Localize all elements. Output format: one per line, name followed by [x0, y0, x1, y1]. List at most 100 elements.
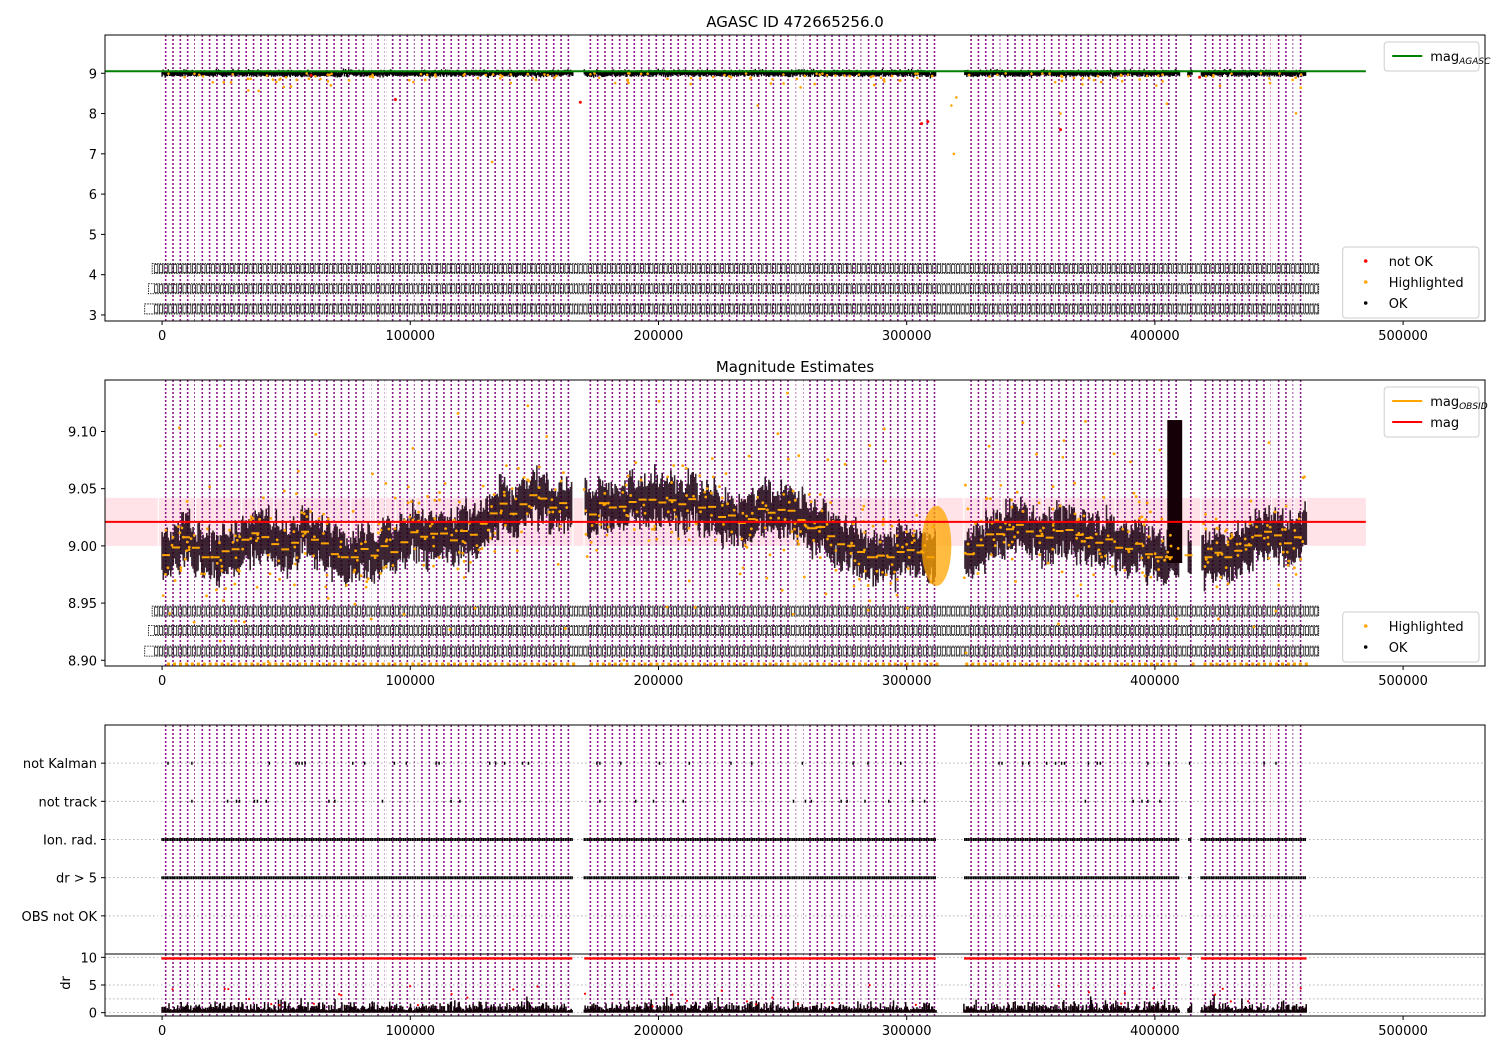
obsid-label-glyph [1243, 606, 1248, 616]
highlighted-point [605, 533, 609, 537]
highlighted-point [962, 576, 966, 580]
highlighted-point [1081, 76, 1084, 80]
obsid-label-glyph [177, 606, 182, 616]
not-ok-point [920, 122, 924, 126]
obsid-label-glyph [446, 606, 451, 616]
obsid-label-glyph [517, 606, 522, 616]
obsid-label-glyph [309, 264, 314, 273]
obsid-label-glyph [635, 626, 640, 635]
highlighted-point [1059, 112, 1062, 115]
highlighted-point [755, 518, 759, 522]
obsid-label-glyph [1036, 646, 1041, 656]
obsid-label-glyph [946, 626, 951, 635]
obsid-label-glyph [456, 304, 461, 314]
obsid-label-glyph [1224, 646, 1229, 656]
obsid-label-glyph [866, 606, 871, 616]
obsid-label-glyph [545, 606, 550, 616]
obsid-label-glyph [536, 606, 541, 616]
obsid-label-glyph [677, 646, 682, 656]
highlighted-point [1103, 554, 1107, 558]
highlighted-point [364, 585, 368, 589]
obsid-label-glyph [470, 304, 475, 314]
obsid-label-glyph [748, 606, 753, 616]
highlighted-point [307, 77, 311, 80]
obsid-label-glyph [889, 304, 894, 314]
highlighted-point [929, 580, 933, 584]
obsid-label-glyph [1121, 284, 1125, 294]
highlighted-point [643, 662, 647, 666]
highlighted-point [1084, 419, 1087, 423]
obsid-label-glyph [550, 264, 555, 273]
obsid-label-glyph [889, 626, 894, 635]
highlighted-point [750, 662, 754, 666]
obsid-label-glyph [795, 626, 800, 635]
legend-label: not OK [1389, 255, 1434, 270]
highlighted-point [950, 104, 953, 107]
obsid-label-glyph [314, 626, 319, 635]
obsid-label-glyph [866, 646, 871, 656]
obsid-label-glyph [814, 264, 819, 273]
highlighted-point [1010, 498, 1014, 502]
legend-marker [1363, 645, 1368, 649]
highlighted-point [284, 75, 288, 79]
obsid-label-glyph [470, 606, 475, 616]
highlighted-point [1226, 543, 1230, 547]
obsid-label-glyph [937, 304, 942, 314]
highlighted-point [1255, 525, 1258, 529]
highlighted-point [1087, 545, 1091, 548]
obsid-label-glyph [805, 304, 809, 314]
obsid-label-glyph [163, 264, 168, 273]
highlighted-point [275, 80, 278, 84]
obsid-label-glyph [333, 606, 338, 616]
obsid-label-glyph [526, 304, 531, 314]
obsid-label-glyph [1271, 304, 1276, 314]
axes-frame [104, 379, 1486, 667]
obsid-label-glyph [795, 264, 800, 273]
obsid-label-glyph [522, 304, 527, 314]
highlighted-point [915, 76, 919, 80]
highlighted-point [461, 551, 465, 555]
obsid-label-glyph [706, 626, 710, 635]
x-axis: 0 100000 200000 300000 400000 500000 [158, 321, 1428, 344]
mag-obsid-line [162, 494, 1302, 559]
obsid-label-glyph [441, 284, 446, 294]
dr-high-points [1229, 1000, 1232, 1003]
highlighted-point [966, 507, 970, 511]
highlighted-point [1218, 84, 1222, 88]
highlighted-point [413, 547, 417, 551]
ok-points [161, 68, 1307, 79]
highlighted-point [1054, 662, 1058, 666]
obsid-label-glyph [573, 646, 578, 656]
obsid-label-glyph [998, 284, 1003, 294]
obsid-label-glyph [1314, 626, 1319, 635]
obsid-label-glyph [1191, 264, 1196, 273]
obsid-label-glyph [196, 646, 201, 656]
obsid-label-glyph [187, 646, 192, 656]
obsid-label-glyph [1300, 646, 1305, 656]
obsid-label-glyph [984, 284, 989, 294]
obsid-label-glyph [880, 284, 885, 294]
highlighted-point [246, 77, 250, 81]
highlighted-point [1158, 448, 1162, 452]
obsid-label-glyph [366, 284, 371, 294]
highlighted-point [546, 73, 550, 77]
obsid-label-glyph [946, 606, 951, 616]
y-axis-label: dr [59, 976, 74, 990]
obsid-label-glyph [286, 626, 291, 635]
obsid-label-glyph [729, 304, 734, 314]
obsid-label-glyph [630, 304, 635, 314]
obsid-label-glyph [286, 284, 291, 294]
obsid-label-glyph [474, 606, 479, 616]
highlighted-point [843, 74, 846, 77]
obsid-label-glyph [427, 284, 432, 294]
obsid-label-glyph [861, 284, 866, 294]
highlighted-point [1145, 74, 1149, 78]
obsid-label-glyph [823, 606, 828, 616]
highlighted-point [804, 524, 808, 528]
obsid-label-glyph [965, 606, 970, 616]
obsid-label-glyph [206, 646, 211, 656]
highlighted-point [1145, 501, 1149, 505]
highlighted-point [705, 487, 709, 490]
obsid-label-glyph [1088, 284, 1092, 294]
obsid-label-glyph [1253, 284, 1257, 294]
